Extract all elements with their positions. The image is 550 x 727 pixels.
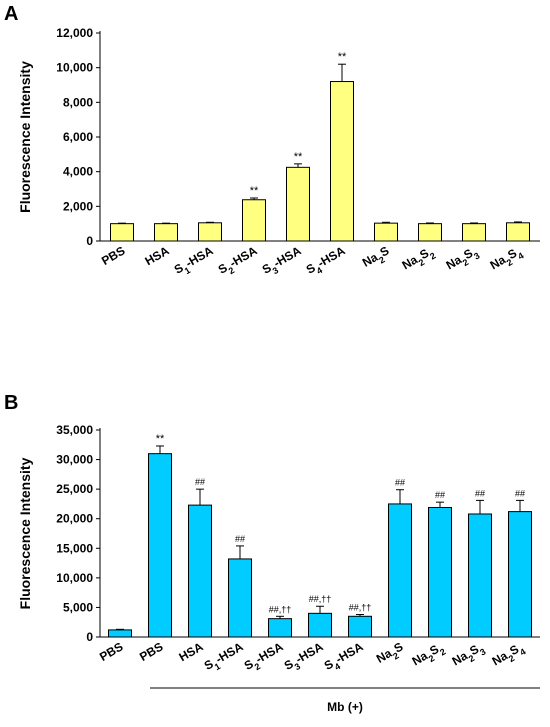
y-axis-label: Fluorescence Intensity	[17, 457, 33, 609]
bar	[108, 629, 132, 638]
panel-a-label: A	[4, 3, 18, 25]
bar	[330, 81, 354, 242]
y-tick-label: 35,000	[56, 423, 93, 437]
significance-annotation: ##,††	[309, 594, 332, 604]
y-tick-label: 25,000	[56, 482, 93, 496]
category-label: Na2S3	[444, 243, 482, 275]
significance-annotation: ##	[435, 490, 445, 500]
category-label: Na2S	[360, 243, 394, 273]
y-tick-label: 0	[86, 234, 93, 248]
significance-annotation: **	[338, 51, 347, 63]
bar	[508, 511, 532, 638]
category-label: S2-HSA	[242, 639, 288, 676]
category-label: Na2S2	[410, 639, 448, 671]
panel-b-label: B	[4, 392, 18, 414]
category-label: S4-HSA	[304, 243, 350, 280]
significance-annotation: ##,††	[269, 604, 292, 614]
bar	[242, 199, 266, 242]
y-tick-label: 30,000	[56, 453, 93, 467]
y-tick-label: 4,000	[63, 165, 93, 179]
y-tick-label: 12,000	[56, 26, 93, 40]
y-tick-label: 0	[86, 630, 93, 644]
category-label: Na2S2	[400, 243, 438, 275]
bar	[418, 223, 442, 242]
bar	[228, 558, 252, 638]
category-label: Na2S4	[488, 243, 526, 275]
category-label: S4-HSA	[322, 639, 368, 676]
bar	[374, 222, 398, 242]
y-tick-label: 20,000	[56, 512, 93, 526]
bar	[286, 166, 310, 242]
bar	[348, 615, 372, 638]
category-label: PBS	[137, 639, 165, 663]
bar	[388, 503, 412, 638]
significance-annotation: **	[156, 433, 165, 445]
bar	[148, 453, 172, 638]
category-label: HSA	[143, 243, 172, 268]
significance-annotation: **	[294, 151, 303, 163]
category-label: PBS	[99, 243, 127, 267]
bar	[268, 618, 292, 638]
y-tick-label: 2,000	[63, 199, 93, 213]
significance-annotation: ##,††	[349, 603, 372, 613]
bar	[198, 222, 222, 242]
bar	[154, 223, 178, 242]
bar	[468, 513, 492, 638]
panel-b: B Fluorescence Intensity 0 5,000 10,000 15,0…	[4, 392, 540, 714]
significance-annotation: **	[250, 185, 259, 197]
bar	[110, 223, 134, 242]
y-axis-label: Fluorescence Intensity	[17, 61, 33, 213]
bar	[188, 504, 212, 638]
group-label: Mb (+)	[327, 700, 363, 714]
y-tick-label: 15,000	[56, 541, 93, 555]
panel-a: A Fluorescence Intensity 0 2,000 4,000 6,000…	[4, 3, 540, 280]
category-label: S1-HSA	[172, 243, 218, 280]
category-label: Na2S	[374, 639, 408, 669]
category-label: S2-HSA	[216, 243, 262, 280]
bar	[506, 222, 530, 242]
category-label: PBS	[97, 639, 125, 663]
significance-annotation: ##	[395, 478, 405, 488]
category-label: Na2S4	[490, 639, 528, 671]
category-label: Na2S3	[450, 639, 488, 671]
category-label: S1-HSA	[202, 639, 248, 676]
significance-annotation: ##	[515, 488, 525, 498]
significance-annotation: ##	[475, 488, 485, 498]
category-label: S3-HSA	[282, 639, 328, 676]
significance-annotation: ##	[235, 534, 245, 544]
y-tick-label: 6,000	[63, 130, 93, 144]
bar	[308, 612, 332, 638]
y-tick-label: 8,000	[63, 95, 93, 109]
bar	[462, 223, 486, 242]
y-tick-label: 5,000	[63, 600, 93, 614]
bar	[428, 506, 452, 638]
category-label: S3-HSA	[260, 243, 306, 280]
y-tick-label: 10,000	[56, 571, 93, 585]
significance-annotation: ##	[195, 477, 205, 487]
y-tick-label: 10,000	[56, 61, 93, 75]
